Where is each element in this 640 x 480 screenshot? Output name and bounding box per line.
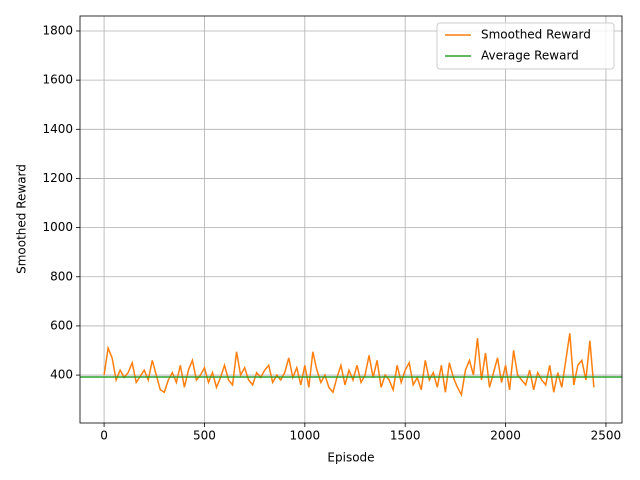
y-tick-label: 1400 xyxy=(42,122,73,136)
data-line xyxy=(103,333,595,398)
x-tick-label: 500 xyxy=(193,429,216,443)
y-tick-label: 600 xyxy=(50,318,73,332)
axes-frame xyxy=(79,15,623,424)
legend-label: Average Reward xyxy=(481,49,579,63)
y-axis-label: Smoothed Reward xyxy=(15,164,29,274)
legend-label: Smoothed Reward xyxy=(481,28,591,42)
y-tick-label: 1200 xyxy=(42,171,73,185)
x-tick-label: 2000 xyxy=(490,429,521,443)
x-tick-label: 1500 xyxy=(390,429,421,443)
x-axis-label: Episode xyxy=(327,451,374,465)
y-tick-label: 1000 xyxy=(42,220,73,234)
legend-box xyxy=(436,22,615,70)
x-tick-label: 2500 xyxy=(591,429,622,443)
x-tick-label: 0 xyxy=(100,429,108,443)
x-tick-label: 1000 xyxy=(290,429,321,443)
y-tick-label: 1600 xyxy=(42,73,73,87)
y-tick-label: 800 xyxy=(50,269,73,283)
y-tick-label: 400 xyxy=(50,368,73,382)
y-tick-label: 1800 xyxy=(42,23,73,37)
